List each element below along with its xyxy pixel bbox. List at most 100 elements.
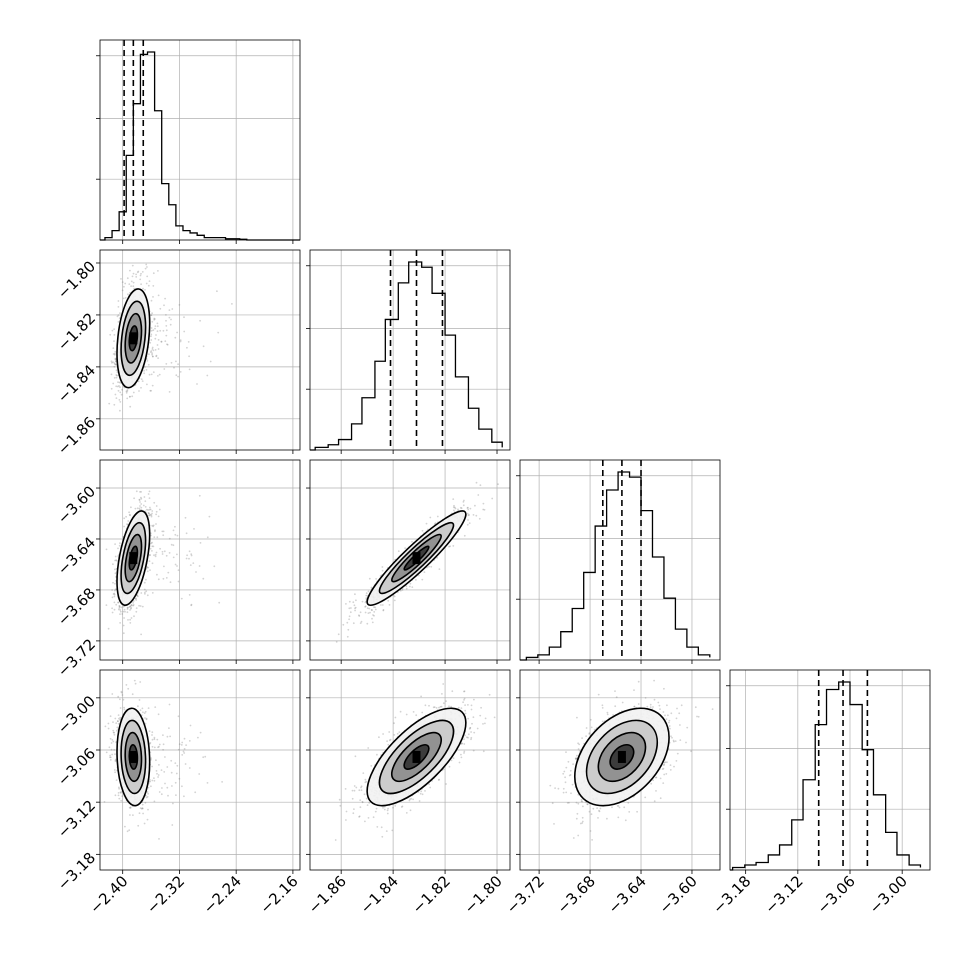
- sample-point: [165, 319, 167, 322]
- sample-point: [176, 553, 178, 556]
- sample-point: [155, 523, 157, 525]
- sample-point: [149, 513, 152, 516]
- sample-point: [163, 368, 166, 370]
- sample-point: [150, 299, 153, 302]
- sample-point: [118, 385, 120, 387]
- sample-point: [150, 757, 153, 759]
- sample-point: [452, 545, 455, 547]
- sample-point: [118, 606, 121, 608]
- sample-point: [155, 334, 157, 336]
- sample-point: [129, 405, 132, 408]
- sample-point: [421, 578, 424, 581]
- sample-point: [153, 738, 156, 741]
- sample-point: [118, 605, 121, 607]
- sample-point: [112, 563, 114, 566]
- sample-point: [137, 380, 140, 383]
- sample-point: [171, 308, 174, 310]
- sample-point: [135, 490, 138, 493]
- sample-point: [121, 613, 124, 615]
- sample-point: [137, 705, 139, 708]
- sample-point: [126, 523, 128, 525]
- sample-point: [114, 589, 116, 592]
- x-tick-label-3-3: −3.00: [866, 872, 911, 917]
- sample-point: [147, 792, 150, 795]
- sample-point: [218, 601, 221, 604]
- sample-point: [177, 363, 180, 366]
- sample-point: [355, 599, 357, 602]
- sample-point: [365, 597, 368, 599]
- sample-point: [119, 791, 122, 794]
- sample-point: [174, 781, 177, 784]
- sample-point: [479, 484, 482, 487]
- sample-point: [168, 316, 171, 319]
- sample-point: [127, 520, 130, 522]
- sample-point: [109, 756, 112, 759]
- histogram-bar: [422, 267, 432, 450]
- sample-point: [154, 349, 157, 351]
- sample-point: [148, 490, 151, 493]
- sample-point: [125, 391, 128, 394]
- sample-point: [199, 731, 202, 734]
- histogram-panel-2: [516, 459, 721, 664]
- sample-point: [452, 498, 455, 500]
- histogram-bar: [119, 212, 126, 240]
- sample-point: [121, 795, 124, 797]
- sample-point: [175, 360, 177, 363]
- sample-point: [150, 515, 153, 518]
- sample-point: [172, 556, 175, 559]
- sample-point: [453, 506, 456, 509]
- sample-point: [132, 391, 135, 394]
- sample-point: [388, 604, 391, 606]
- sample-point: [365, 594, 368, 597]
- sample-point: [404, 547, 406, 549]
- sample-point: [121, 694, 124, 696]
- histogram-bar: [687, 647, 698, 660]
- sample-point: [147, 363, 150, 366]
- sample-point: [118, 607, 121, 609]
- sample-point: [113, 334, 116, 336]
- sample-point: [151, 592, 154, 594]
- sample-point: [472, 514, 475, 516]
- sample-point: [364, 606, 366, 608]
- sample-point: [475, 514, 478, 517]
- sample-point: [177, 569, 180, 572]
- sample-point: [129, 514, 132, 517]
- sample-point: [114, 543, 116, 545]
- sample-point: [151, 348, 154, 350]
- sample-point: [126, 608, 129, 610]
- density-panel-0-2: −3.60−3.64−3.68−3.72: [54, 459, 301, 680]
- histogram-bar: [815, 725, 826, 870]
- histogram-bar: [652, 557, 663, 660]
- sample-point: [111, 739, 114, 741]
- sample-point: [145, 590, 148, 593]
- sample-point: [453, 509, 455, 512]
- density-peak: [412, 552, 421, 565]
- sample-point: [135, 599, 138, 601]
- sample-point: [156, 772, 158, 775]
- histogram-bar: [909, 865, 920, 870]
- sample-point: [149, 506, 151, 509]
- sample-point: [174, 525, 176, 528]
- histogram-bar: [745, 865, 756, 870]
- sample-point: [113, 362, 116, 365]
- sample-point: [140, 272, 142, 275]
- sample-point: [154, 706, 157, 708]
- sample-point: [467, 508, 470, 511]
- sample-point: [114, 357, 117, 360]
- sample-point: [113, 592, 116, 595]
- histogram-bar: [133, 104, 140, 240]
- sample-point: [190, 604, 193, 607]
- sample-point: [117, 608, 120, 611]
- sample-point: [150, 335, 152, 338]
- sample-point: [428, 565, 430, 568]
- sample-point: [187, 341, 190, 343]
- sample-point: [143, 588, 146, 591]
- sample-point: [173, 366, 175, 369]
- histogram-bar: [362, 398, 375, 450]
- density-peak: [129, 552, 138, 565]
- sample-point: [120, 792, 122, 794]
- sample-point: [463, 499, 465, 502]
- sample-point: [123, 525, 125, 528]
- sample-point: [360, 620, 363, 623]
- sample-point: [117, 300, 120, 302]
